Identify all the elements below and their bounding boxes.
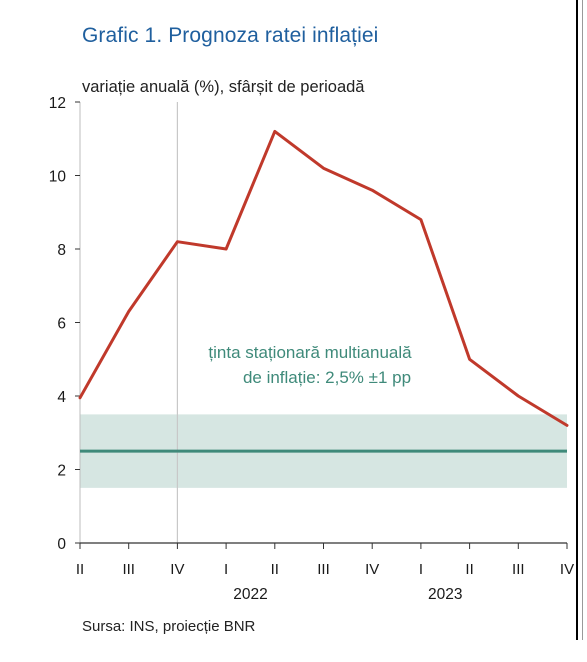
x-tick-label: III [512,561,525,578]
y-tick-label: 12 [49,95,66,112]
x-tick-label: I [419,561,423,578]
y-tick-label: 10 [49,169,67,186]
y-tick-label: 4 [57,389,66,406]
x-tick-label: II [76,561,84,578]
y-axis-unit-label: variație anuală (%), sfârșit de perioadă [82,78,365,96]
chart-title: Grafic 1. Prognoza ratei inflației [82,24,379,47]
year-label: 2023 [428,586,462,603]
right-frame-border-inner [582,0,583,640]
y-tick-label: 8 [57,242,66,259]
x-tick-label: IV [365,561,379,578]
x-tick-label: II [465,561,473,578]
y-tick-label: 2 [57,463,66,480]
y-tick-label: 0 [57,536,66,553]
target-annotation-line1: ținta staționară multianuală [208,343,412,362]
target-annotation-line2: de inflație: 2,5% ±1 pp [243,368,411,387]
year-label: 2022 [233,586,267,603]
source-note: Sursa: INS, proiecție BNR [82,618,256,635]
right-frame-border [576,0,578,640]
x-tick-label: II [271,561,279,578]
x-tick-label: III [317,561,330,578]
y-tick-label: 6 [57,316,66,333]
x-tick-label: III [122,561,135,578]
x-tick-label: I [224,561,228,578]
x-tick-label: IV [560,561,574,578]
x-tick-label: IV [170,561,184,578]
